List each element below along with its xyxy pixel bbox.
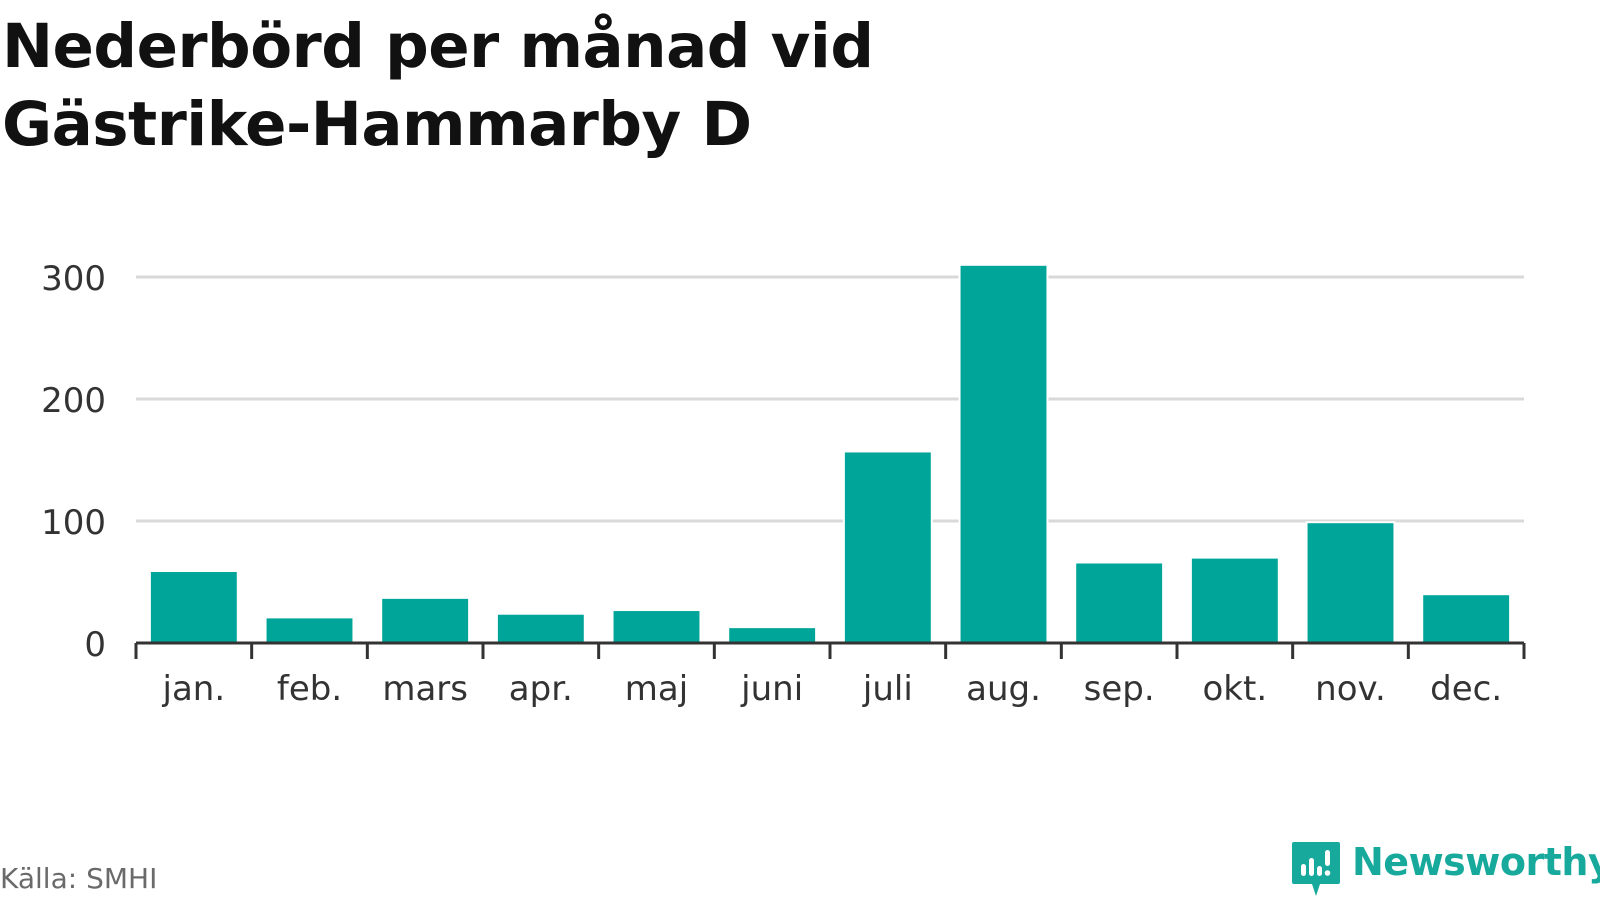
x-tick-label: jan. bbox=[162, 669, 226, 709]
bar bbox=[264, 616, 355, 645]
x-tick-label: maj bbox=[625, 669, 688, 709]
y-axis-tick-labels: 0 100 200 300 bbox=[41, 259, 106, 665]
brand-name: Newsworthy bbox=[1352, 840, 1600, 884]
bar bbox=[1189, 556, 1280, 644]
gridlines bbox=[136, 275, 1524, 523]
bar bbox=[1074, 561, 1165, 644]
bar bbox=[1421, 593, 1512, 645]
y-tick-label: 200 bbox=[41, 381, 106, 421]
y-tick-label: 300 bbox=[41, 259, 106, 299]
x-tick-label: nov. bbox=[1315, 669, 1386, 709]
x-tick-label: dec. bbox=[1430, 669, 1502, 709]
x-tick-label: feb. bbox=[277, 669, 342, 709]
bars bbox=[148, 263, 1512, 645]
x-tick-label: mars bbox=[382, 669, 468, 709]
bar bbox=[380, 596, 471, 644]
bar bbox=[1305, 521, 1396, 644]
y-tick-label: 0 bbox=[84, 625, 106, 665]
chart-title: Nederbörd per månad vid Gästrike-Hammarb… bbox=[2, 11, 874, 160]
x-tick-label: sep. bbox=[1084, 669, 1155, 709]
x-tick-label: apr. bbox=[509, 669, 573, 709]
bar bbox=[495, 612, 586, 644]
bar bbox=[842, 450, 933, 644]
x-axis bbox=[134, 641, 1526, 659]
bar bbox=[611, 609, 702, 644]
x-tick-label: aug. bbox=[966, 669, 1041, 709]
source-note: Källa: SMHI bbox=[0, 862, 158, 895]
y-tick-label: 100 bbox=[41, 503, 106, 543]
x-axis-tick-labels: jan. feb. mars apr. maj juni juli aug. sep. okt. n… bbox=[162, 669, 1503, 709]
bar bbox=[148, 570, 239, 645]
newsworthy-brand[interactable]: Newsworthy bbox=[1290, 840, 1600, 900]
bar bbox=[958, 263, 1049, 644]
x-tick-label: okt. bbox=[1203, 669, 1268, 709]
x-tick-label: juli bbox=[862, 669, 913, 709]
bar bbox=[727, 626, 818, 645]
newsworthy-logo-icon bbox=[1292, 842, 1340, 896]
x-tick-label: juni bbox=[740, 669, 803, 709]
